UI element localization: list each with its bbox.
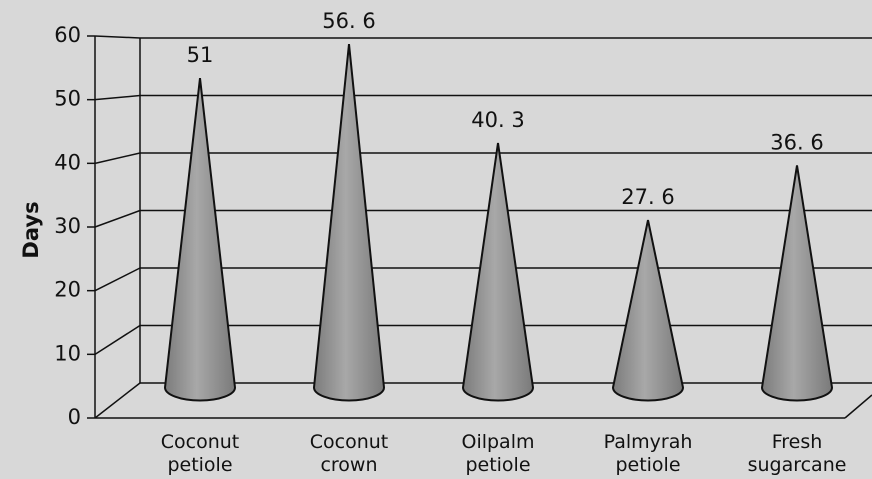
x-tick-label-line: petiole <box>167 454 232 476</box>
grid-line <box>94 382 141 419</box>
x-tick-label-line: Oilpalm <box>461 431 534 453</box>
x-tick-label-line: Palmyrah <box>604 431 693 453</box>
grid-line <box>94 94 141 101</box>
x-tick-label: Palmyrah petiole <box>604 431 693 476</box>
grid-line <box>94 209 141 228</box>
value-label: 40. 3 <box>471 108 524 132</box>
y-tick-label: 30 <box>54 214 81 238</box>
cone <box>312 44 386 402</box>
grid-line <box>94 35 141 39</box>
x-tick-label: Coconut crown <box>310 431 389 476</box>
y-tick-label: 40 <box>54 150 81 174</box>
floor-right <box>844 394 872 419</box>
x-tick-label: Oilpalm petiole <box>461 431 534 476</box>
value-label: 51 <box>187 43 214 67</box>
value-label: 36. 6 <box>770 130 823 154</box>
x-tick-label-line: petiole <box>465 454 530 476</box>
x-tick-label-line: sugarcane <box>748 454 847 476</box>
y-tick-label: 50 <box>54 87 81 111</box>
grid-line <box>94 267 141 292</box>
grid-line <box>94 152 141 165</box>
y-axis-label: Days <box>19 201 43 258</box>
x-tick-label-line: Coconut <box>310 431 389 453</box>
y-tick-label: 10 <box>54 341 81 365</box>
y-tick-label: 0 <box>68 405 81 429</box>
grid-line <box>94 324 141 355</box>
y-tick-label: 20 <box>54 278 81 302</box>
y-tick-label: 60 <box>54 23 81 47</box>
cone <box>163 77 237 402</box>
x-tick-label-line: petiole <box>615 454 680 476</box>
cone <box>760 165 834 402</box>
value-label: 27. 6 <box>621 185 674 209</box>
x-tick-label-line: Fresh <box>772 431 823 453</box>
x-tick-label-line: crown <box>320 454 377 476</box>
x-tick-label: Fresh sugarcane <box>748 431 847 476</box>
cone <box>611 219 685 402</box>
cone <box>461 142 535 402</box>
x-tick-label-line: Coconut <box>161 431 240 453</box>
x-tick-label: Coconut petiole <box>161 431 240 476</box>
value-label: 56. 6 <box>322 9 375 33</box>
